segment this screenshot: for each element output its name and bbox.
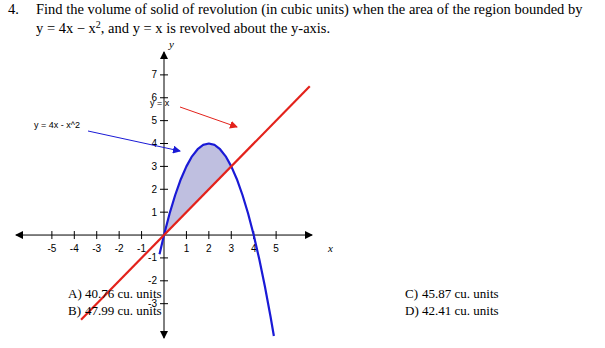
x-tick-label: 2 xyxy=(206,243,212,254)
y-axis xyxy=(164,235,165,338)
question-line: y = 4x − x2, and y = x is revolved about… xyxy=(36,19,330,37)
x-tick xyxy=(208,231,209,239)
x-tick xyxy=(74,231,75,239)
option-letter: C) xyxy=(405,286,418,301)
y-tick-label: 5 xyxy=(151,115,157,126)
question-part: y = 4x − x xyxy=(36,20,97,36)
x-tick-label: -1 xyxy=(137,243,146,254)
y-tick xyxy=(160,189,168,190)
y-tick-label: -1 xyxy=(148,252,157,263)
question-number: 4. xyxy=(8,1,19,17)
y-tick-label: 3 xyxy=(151,161,157,172)
option-text: 40.76 cu. units xyxy=(85,286,162,301)
x-tick-label: -4 xyxy=(70,243,79,254)
curve-label: y = 4x - x^2 xyxy=(34,120,80,130)
x-tick xyxy=(186,231,187,239)
y-tick xyxy=(160,166,168,167)
y-tick-label: 2 xyxy=(151,184,157,195)
option-text: 42.41 cu. units xyxy=(422,303,499,318)
y-axis-label: y xyxy=(168,38,174,50)
y-tick xyxy=(160,280,168,281)
option-letter: B) xyxy=(68,303,81,318)
y-tick xyxy=(160,212,168,213)
x-tick-label: 3 xyxy=(228,243,234,254)
plot-area xyxy=(81,86,310,336)
option-letter: A) xyxy=(68,286,82,301)
y-tick-label: -2 xyxy=(148,275,157,286)
series-line xyxy=(81,86,310,319)
canvas: 4. Find the volume of solid of revolution… xyxy=(0,0,605,348)
x-tick-label: -5 xyxy=(47,243,56,254)
x-tick xyxy=(51,231,52,239)
option-letter: D) xyxy=(405,303,419,318)
pointer-arrow xyxy=(180,107,237,127)
y-tick-label: 4 xyxy=(151,138,157,149)
x-tick-label: -2 xyxy=(115,243,124,254)
question-line: Find the volume of solid of revolution (… xyxy=(36,1,583,18)
y-tick xyxy=(160,74,168,75)
y-tick-label: 1 xyxy=(151,207,157,218)
curve-label: y = x xyxy=(150,98,170,108)
x-tick-label: 1 xyxy=(184,243,190,254)
y-tick xyxy=(160,120,168,121)
chart: -5-4-3-2-112345-3-2-11234567xyy = 4x - x… xyxy=(16,38,333,338)
page: 4. Find the volume of solid of revolution… xyxy=(0,0,605,348)
pointer-arrow xyxy=(88,131,180,151)
x-tick xyxy=(119,231,120,239)
shaded-region xyxy=(164,144,231,236)
x-tick xyxy=(141,231,142,239)
x-tick xyxy=(276,231,277,239)
x-axis-label: x xyxy=(327,242,333,254)
y-tick-label: 7 xyxy=(151,69,157,80)
y-tick xyxy=(160,143,168,144)
x-tick-label: -3 xyxy=(92,243,101,254)
x-tick xyxy=(96,231,97,239)
y-tick xyxy=(160,257,168,258)
question-part: , and y = x is revolved about the y-axis… xyxy=(101,20,330,36)
option-text: 45.87 cu. units xyxy=(422,286,499,301)
series-line xyxy=(160,144,274,336)
x-tick xyxy=(231,231,232,239)
x-tick-label: 5 xyxy=(273,243,279,254)
option-text: 47.99 cu. units xyxy=(85,303,162,318)
